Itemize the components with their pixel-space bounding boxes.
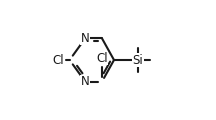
Text: Cl: Cl bbox=[96, 52, 108, 65]
Text: N: N bbox=[81, 75, 90, 88]
Text: Cl: Cl bbox=[52, 54, 64, 66]
Text: N: N bbox=[81, 32, 90, 45]
Text: Si: Si bbox=[133, 54, 143, 66]
